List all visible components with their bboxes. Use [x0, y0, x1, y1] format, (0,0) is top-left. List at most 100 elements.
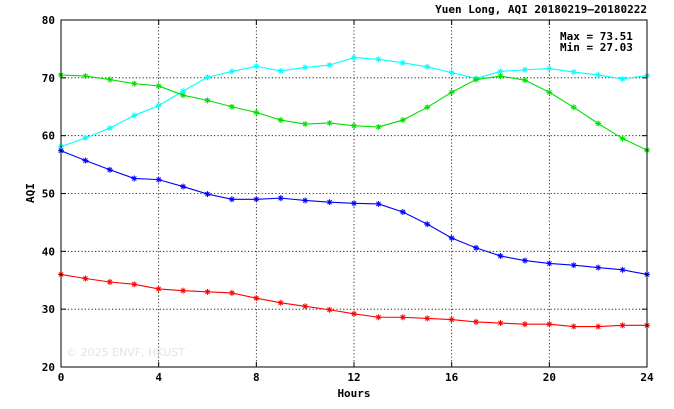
data-point	[424, 221, 431, 228]
data-point	[253, 63, 260, 70]
series-layer	[58, 54, 650, 330]
data-point	[473, 244, 480, 251]
data-point	[595, 120, 602, 127]
axis-ticks	[60, 19, 648, 368]
data-point	[351, 200, 357, 207]
data-point	[399, 314, 406, 321]
data-point	[228, 196, 235, 203]
data-point	[228, 103, 235, 110]
data-point	[155, 82, 162, 89]
data-point	[375, 200, 382, 207]
data-point	[326, 62, 333, 69]
data-point	[399, 209, 406, 216]
data-point	[155, 176, 162, 183]
tick-labels: 0 4 8 12 16 20 24 20 30 40 50 60 70 80	[42, 14, 654, 384]
data-point	[448, 235, 455, 242]
data-point	[131, 80, 138, 87]
y-axis-title: AQI	[24, 183, 37, 203]
data-point	[448, 89, 455, 96]
data-point	[228, 289, 235, 296]
data-point	[155, 285, 162, 292]
data-point	[399, 59, 406, 66]
data-point	[326, 199, 333, 206]
data-point	[351, 310, 357, 317]
x-tick-label: 20	[543, 371, 556, 384]
data-point	[82, 157, 89, 164]
data-point	[619, 135, 626, 142]
data-point	[570, 323, 577, 330]
data-point	[180, 287, 187, 294]
x-tick-label: 4	[155, 371, 162, 384]
data-point	[326, 306, 333, 313]
y-tick-label: 60	[42, 130, 55, 143]
series-3	[58, 271, 650, 330]
data-point	[448, 69, 455, 76]
x-tick-label: 16	[445, 371, 459, 384]
data-point	[277, 299, 284, 306]
data-point	[546, 321, 553, 328]
data-point	[82, 134, 89, 141]
min-stat: Min = 27.03	[560, 41, 633, 54]
y-tick-label: 40	[42, 245, 55, 258]
data-point	[302, 303, 309, 310]
data-point	[204, 97, 211, 104]
data-point	[106, 125, 113, 132]
data-point	[595, 323, 602, 330]
data-point	[424, 315, 431, 322]
data-point	[302, 121, 309, 128]
data-point	[277, 67, 284, 74]
data-point	[204, 191, 211, 198]
data-point	[570, 262, 577, 269]
series-2	[58, 147, 650, 278]
data-point	[82, 275, 89, 282]
data-point	[131, 281, 138, 288]
data-point	[131, 112, 138, 119]
data-point	[204, 74, 211, 81]
series-1	[58, 71, 650, 154]
data-point	[375, 123, 382, 130]
data-point	[399, 117, 406, 124]
data-point	[277, 117, 284, 124]
max-stat: Max = 73.51	[560, 30, 633, 43]
x-tick-label: 24	[640, 371, 654, 384]
y-tick-label: 30	[42, 303, 55, 316]
data-point	[546, 65, 553, 72]
data-point	[82, 73, 89, 80]
data-point	[180, 92, 187, 99]
data-point	[106, 166, 113, 173]
data-point	[473, 318, 480, 325]
y-tick-label: 70	[42, 72, 55, 85]
data-point	[131, 175, 138, 182]
data-point	[180, 183, 187, 190]
x-axis-title: Hours	[337, 387, 370, 400]
data-point	[497, 68, 504, 75]
data-point	[326, 119, 333, 126]
data-point	[302, 64, 309, 71]
x-tick-label: 12	[347, 371, 360, 384]
y-tick-label: 50	[42, 188, 55, 201]
data-point	[351, 122, 357, 129]
data-point	[497, 252, 504, 259]
data-point	[351, 54, 357, 61]
data-point	[546, 89, 553, 96]
data-point	[595, 71, 602, 78]
data-point	[155, 102, 162, 109]
data-point	[253, 109, 260, 116]
data-point	[570, 104, 577, 111]
grid-lines	[61, 20, 647, 367]
data-point	[106, 278, 113, 285]
data-point	[253, 196, 260, 203]
data-point	[521, 321, 528, 328]
chart-title: Yuen Long, AQI 20180219–20180222	[435, 3, 647, 16]
x-tick-label: 0	[58, 371, 65, 384]
series-line	[60, 150, 648, 276]
data-point	[619, 75, 626, 82]
watermark-text: © 2025 ENVF, HKUST	[66, 346, 185, 359]
y-tick-label: 80	[42, 14, 55, 27]
data-point	[521, 66, 528, 73]
data-point	[277, 195, 284, 202]
data-point	[521, 257, 528, 264]
data-point	[375, 314, 382, 321]
data-point	[497, 73, 504, 80]
